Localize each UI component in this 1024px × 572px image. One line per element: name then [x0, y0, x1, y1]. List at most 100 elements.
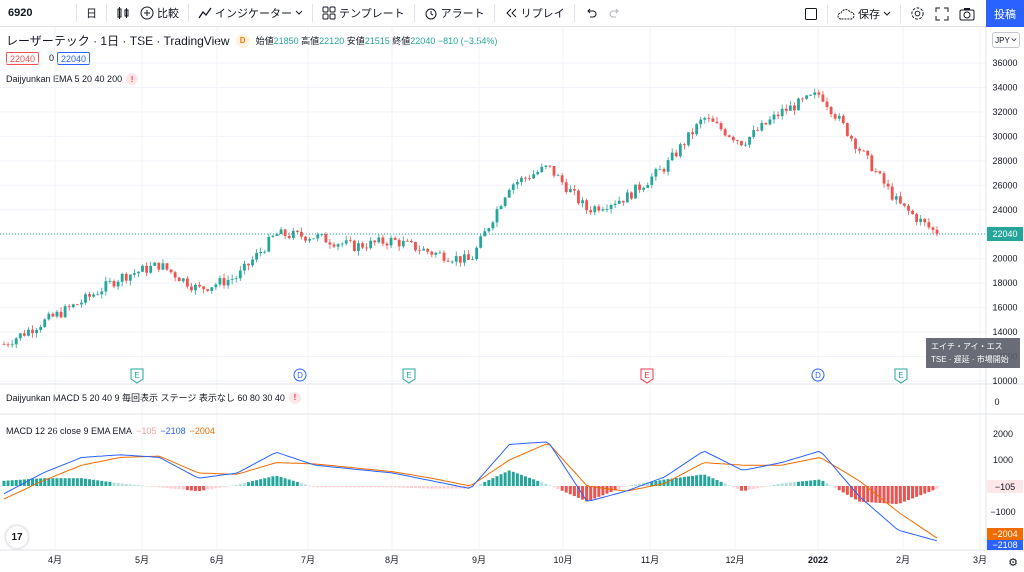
- candle-body: [878, 171, 882, 174]
- warning-icon[interactable]: !: [288, 391, 301, 404]
- candle-body: [915, 214, 919, 222]
- candle-body: [18, 333, 22, 339]
- macd-histogram-bar: [666, 479, 670, 486]
- ema-indicator-label[interactable]: Daijyunkan EMA 5 20 40 200 !: [6, 73, 139, 85]
- cloud-icon: [837, 8, 855, 19]
- macd-histogram-bar: [792, 482, 796, 486]
- macd-histogram-bar: [532, 479, 536, 486]
- layout-button[interactable]: [799, 0, 823, 27]
- candle-body: [234, 278, 238, 280]
- candle-body: [556, 175, 560, 177]
- macd-histogram-bar: [625, 485, 629, 487]
- time-axis[interactable]: 4月 5月 6月 7月 8月 9月 10月 11月 12月 2022 2月 3月: [48, 555, 987, 565]
- candle-body: [487, 228, 491, 232]
- macd-label[interactable]: MACD 12 26 close 9 EMA EMA −105 −2108 −2…: [6, 426, 215, 436]
- replay-label: リプレイ: [520, 8, 565, 20]
- symbol-title[interactable]: レーザーテック · 1日 · TSE · TradingView: [6, 34, 230, 48]
- candle-body: [454, 256, 458, 262]
- candle-body: [462, 254, 466, 263]
- candle-body: [137, 271, 140, 274]
- bid-price[interactable]: 22040: [6, 52, 40, 65]
- macd-histogram-bar: [589, 486, 593, 501]
- candle-body: [157, 262, 161, 270]
- snapshot-button[interactable]: [954, 0, 980, 27]
- macd-stage-label[interactable]: Daijyunkan MACD 5 20 40 9 毎回表示 ステージ 表示なし…: [6, 391, 301, 404]
- macd-histogram-bar: [642, 483, 646, 486]
- delayed-badge[interactable]: D: [235, 33, 250, 48]
- macd-histogram-bar: [299, 483, 303, 486]
- candle-body: [532, 174, 536, 179]
- symbol-search[interactable]: 6920: [8, 7, 33, 19]
- candle-body: [813, 92, 817, 95]
- candle-body: [524, 177, 527, 179]
- fullscreen-button[interactable]: [930, 0, 954, 27]
- macd-histogram-bar: [145, 486, 149, 487]
- candle-body: [336, 244, 340, 247]
- candle-body: [809, 94, 813, 96]
- macd-histogram-bar: [393, 486, 397, 488]
- macd-histogram-bar: [752, 486, 756, 489]
- event-marker-label: E: [898, 371, 903, 380]
- macd-histogram-bar: [829, 485, 833, 487]
- candle-body: [907, 205, 910, 211]
- candle-body: [845, 123, 849, 136]
- compare-button[interactable]: 比較: [135, 0, 184, 27]
- candle-body: [92, 294, 96, 297]
- candle-body: [291, 230, 295, 238]
- price-axis[interactable]: 36000 34000 32000 30000 28000 26000 24000 22000…: [990, 58, 1017, 543]
- candle-body: [47, 313, 51, 320]
- candle-body: [858, 148, 861, 151]
- candle-body: [862, 150, 866, 152]
- candle-body: [332, 244, 336, 247]
- macd-histogram-bar: [104, 481, 108, 486]
- post-button[interactable]: 投稿: [986, 0, 1024, 27]
- macd-histogram-bar: [886, 486, 890, 504]
- macd-signal-line: [3, 443, 938, 539]
- alert-button[interactable]: アラート: [419, 0, 490, 27]
- divider: [76, 4, 77, 22]
- redo-button[interactable]: [603, 0, 627, 27]
- candle-body: [564, 182, 568, 193]
- price-tick-label: 20000: [992, 254, 1017, 264]
- candle-body: [650, 176, 654, 185]
- price-tick-label: 36000: [992, 58, 1017, 68]
- macd-histogram-bar: [92, 479, 96, 486]
- macd-histogram-bar: [638, 483, 642, 486]
- candle-body: [491, 222, 495, 229]
- candle-body: [153, 262, 157, 266]
- price-tick-label: 10000: [992, 376, 1017, 386]
- open-value: 21850: [273, 36, 299, 46]
- candle-body: [438, 252, 442, 254]
- indicators-button[interactable]: インジケーター: [193, 0, 308, 27]
- plus-circle-icon: [140, 6, 154, 20]
- tooltip-name: エイチ・アイ・エス: [931, 342, 1003, 351]
- templates-button[interactable]: テンプレート: [317, 0, 410, 27]
- tradingview-logo[interactable]: 17: [6, 526, 28, 548]
- macd-histogram-bar: [564, 486, 568, 493]
- candle-body: [617, 200, 621, 204]
- macd-histogram-bar: [854, 486, 858, 500]
- macd-histogram-bar: [373, 486, 377, 488]
- interval-button[interactable]: 日: [81, 0, 102, 27]
- chart-type-button[interactable]: [111, 0, 135, 27]
- ask-price[interactable]: 22040: [57, 52, 91, 65]
- price-tick-label: 32000: [992, 107, 1017, 117]
- warning-icon[interactable]: !: [126, 73, 139, 85]
- candle-body: [593, 206, 597, 213]
- high-label: 高値: [301, 36, 320, 46]
- earnings-marker: [640, 368, 654, 384]
- macd-histogram-bar: [849, 486, 853, 498]
- macd-histogram-bar: [51, 478, 55, 486]
- settings-button[interactable]: [905, 0, 930, 27]
- currency-selector[interactable]: JPY: [992, 32, 1020, 48]
- time-tick-label: 5月: [135, 555, 149, 565]
- macd-axis-label: −2108: [992, 540, 1017, 550]
- replay-button[interactable]: リプレイ: [499, 0, 570, 27]
- undo-button[interactable]: [579, 0, 603, 27]
- axis-settings-gear-icon[interactable]: ⚙: [1008, 557, 1018, 569]
- save-button[interactable]: 保存: [832, 0, 896, 27]
- macd-histogram-bar: [862, 486, 866, 502]
- candle-body: [161, 263, 165, 270]
- macd-histogram-bar: [210, 486, 214, 489]
